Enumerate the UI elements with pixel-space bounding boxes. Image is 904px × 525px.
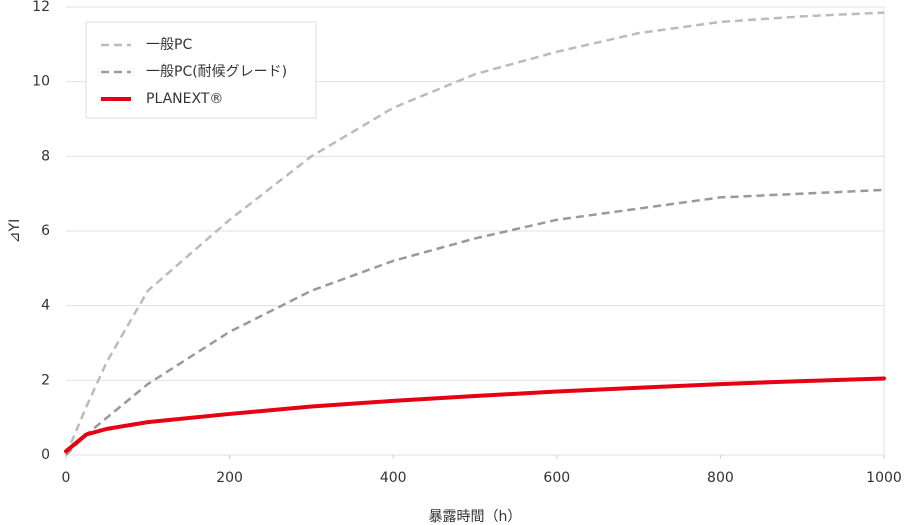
x-tick-label: 800	[707, 470, 734, 486]
y-tick-label: 0	[41, 447, 50, 463]
x-tick-label: 600	[543, 470, 570, 486]
legend-label: 一般PC(耐候グレード)	[146, 64, 287, 80]
y-tick-label: 4	[41, 298, 50, 314]
series-line	[65, 188, 885, 456]
x-tick-label: 0	[62, 470, 71, 486]
y-axis-label: ⊿YI	[7, 219, 23, 243]
legend-label: 一般PC	[146, 37, 192, 53]
x-tick-label: 1000	[866, 470, 902, 486]
x-tick-label: 200	[216, 470, 243, 486]
x-axis-label: 暴露時間（h）	[429, 509, 522, 525]
series-line	[64, 376, 886, 454]
y-tick-label: 8	[41, 148, 50, 164]
y-tick-label: 6	[41, 223, 50, 239]
y-tick-label: 2	[41, 372, 50, 388]
legend-box	[85, 21, 317, 119]
x-tick-label: 400	[380, 470, 407, 486]
y-tick-label: 12	[32, 0, 50, 15]
y-tick-label: 10	[32, 74, 50, 90]
legend-label: PLANEXT®	[146, 91, 223, 107]
